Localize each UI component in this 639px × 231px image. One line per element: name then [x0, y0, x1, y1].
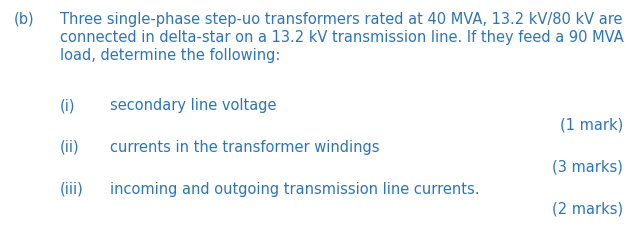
Text: connected in delta-star on a 13.2 kV transmission line. If they feed a 90 MVA: connected in delta-star on a 13.2 kV tra… — [60, 30, 624, 45]
Text: (i): (i) — [60, 98, 75, 113]
Text: secondary line voltage: secondary line voltage — [110, 98, 277, 113]
Text: load, determine the following:: load, determine the following: — [60, 48, 281, 63]
Text: currents in the transformer windings: currents in the transformer windings — [110, 140, 380, 155]
Text: (ii): (ii) — [60, 140, 80, 155]
Text: incoming and outgoing transmission line currents.: incoming and outgoing transmission line … — [110, 182, 479, 197]
Text: (b): (b) — [14, 12, 35, 27]
Text: Three single-phase step-uo transformers rated at 40 MVA, 13.2 kV/80 kV are: Three single-phase step-uo transformers … — [60, 12, 622, 27]
Text: (3 marks): (3 marks) — [552, 160, 623, 175]
Text: (2 marks): (2 marks) — [552, 202, 623, 217]
Text: (iii): (iii) — [60, 182, 84, 197]
Text: (1 mark): (1 mark) — [560, 118, 623, 133]
